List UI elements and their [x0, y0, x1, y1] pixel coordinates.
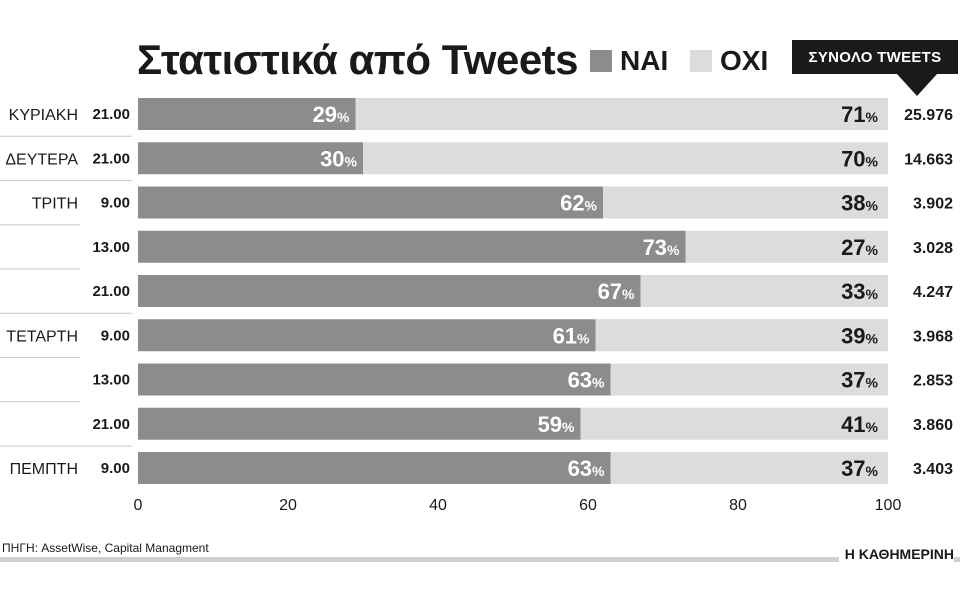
footer-divider — [0, 557, 960, 562]
day-label: ΤΡΙΤΗ — [32, 196, 78, 213]
time-label: 21.00 — [92, 283, 130, 300]
time-label: 9.00 — [101, 460, 130, 477]
total-tweets-value: 3.902 — [913, 196, 953, 213]
day-label: ΚΥΡΙΑΚΗ — [9, 107, 78, 124]
bar-no — [363, 142, 888, 175]
bar-yes — [138, 452, 611, 484]
total-tweets-value: 3.860 — [913, 417, 953, 434]
time-label: 21.00 — [92, 416, 130, 433]
bar-no — [640, 275, 888, 307]
bar-no — [685, 230, 888, 263]
time-label: 9.00 — [101, 195, 130, 212]
data-label-yes: 73% — [643, 235, 680, 260]
legend-label-yes: ΝΑΙ — [620, 45, 669, 76]
total-tweets-value: 25.976 — [904, 107, 953, 124]
data-label-yes: 30% — [320, 146, 357, 171]
legend-swatch-yes — [590, 50, 612, 72]
total-tweets-header: ΣΥΝΟΛΟ TWEETS — [792, 40, 958, 74]
bar-no — [595, 319, 888, 352]
time-label: 21.00 — [92, 106, 130, 123]
total-tweets-value: 3.028 — [913, 240, 953, 257]
time-label: 21.00 — [92, 150, 130, 167]
data-label-yes: 61% — [553, 323, 590, 348]
x-tick-label: 80 — [729, 497, 747, 514]
total-tweets-value: 3.968 — [913, 328, 953, 345]
bar-no — [355, 98, 888, 130]
bar-no — [610, 452, 888, 484]
chart-title: Στατιστικά από Tweets — [137, 36, 579, 83]
data-label-yes: 62% — [560, 191, 597, 216]
time-label: 13.00 — [92, 372, 130, 389]
bar-yes — [138, 275, 641, 307]
day-label: ΠΕΜΠΤΗ — [10, 461, 78, 478]
bar-yes — [138, 186, 603, 219]
bar-no — [580, 407, 888, 440]
legend-label-no: ΟΧΙ — [720, 45, 769, 76]
bar-yes — [138, 142, 363, 175]
legend-item-no: ΟΧΙ — [690, 45, 769, 76]
data-label-no: 37% — [841, 368, 878, 393]
x-tick-label: 100 — [875, 497, 902, 514]
x-tick-label: 20 — [279, 497, 297, 514]
source-note: ΠΗΓΗ: AssetWise, Capital Managment — [2, 541, 209, 555]
day-label: ΤΕΤΑΡΤΗ — [6, 328, 78, 345]
total-tweets-value: 2.853 — [913, 373, 953, 390]
total-header-arrow — [897, 74, 937, 96]
data-label-no: 37% — [841, 456, 878, 481]
bar-yes — [138, 363, 611, 396]
data-label-yes: 63% — [568, 456, 605, 481]
data-label-yes: 59% — [538, 412, 575, 437]
total-tweets-value: 14.663 — [904, 151, 953, 168]
x-tick-label: 40 — [429, 497, 447, 514]
bar-yes — [138, 319, 596, 352]
day-label: ΔΕΥΤΕΡΑ — [5, 151, 78, 168]
data-label-yes: 29% — [313, 102, 350, 127]
data-label-yes: 63% — [568, 368, 605, 393]
data-label-no: 27% — [841, 235, 878, 260]
time-label: 13.00 — [92, 239, 130, 256]
data-label-yes: 67% — [598, 279, 635, 304]
bar-no — [603, 186, 888, 219]
total-tweets-value: 4.247 — [913, 284, 953, 301]
data-label-no: 38% — [841, 191, 878, 216]
bar-yes — [138, 407, 581, 440]
brand-logo-text: Η ΚΑΘΗΜΕΡΙΝΗ — [838, 546, 954, 562]
x-tick-label: 0 — [134, 497, 143, 514]
bar-no — [610, 363, 888, 396]
bar-yes — [138, 230, 686, 263]
x-tick-label: 60 — [579, 497, 597, 514]
data-label-no: 70% — [841, 146, 878, 171]
data-label-no: 39% — [841, 323, 878, 348]
time-label: 9.00 — [101, 327, 130, 344]
bar-yes — [138, 98, 356, 130]
total-tweets-value: 3.403 — [913, 461, 953, 478]
data-label-no: 33% — [841, 279, 878, 304]
legend-item-yes: ΝΑΙ — [590, 45, 669, 76]
data-label-no: 71% — [841, 102, 878, 127]
data-label-no: 41% — [841, 412, 878, 437]
legend-swatch-no — [690, 50, 712, 72]
